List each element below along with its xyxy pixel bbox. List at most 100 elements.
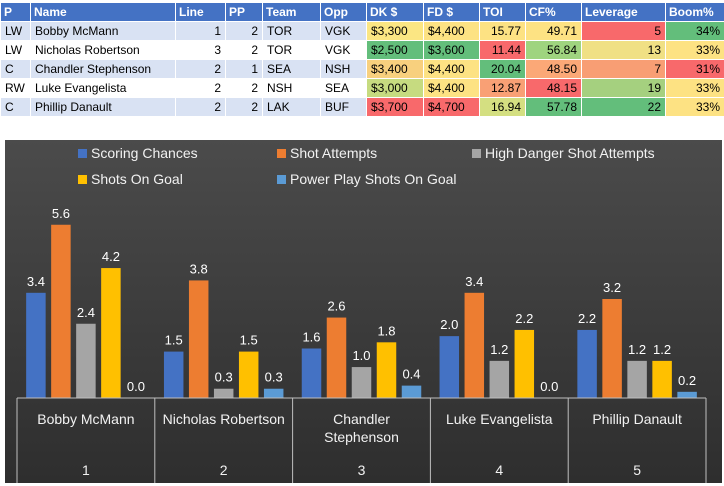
data-label: 1.0 — [352, 348, 370, 363]
cell-boom: 31% — [665, 59, 724, 79]
data-label: 3.4 — [27, 274, 45, 289]
bar — [577, 329, 597, 398]
data-label: 2.2 — [515, 311, 533, 326]
bar — [677, 391, 697, 398]
legend-label: Power Play Shots On Goal — [290, 171, 457, 187]
cell-leverage: 19 — [581, 78, 666, 98]
x-tick-label: Bobby McMann — [37, 411, 134, 427]
cell-opp: SEA — [320, 78, 367, 98]
legend-swatch — [277, 175, 286, 184]
col-header-leverage: Leverage — [581, 2, 666, 22]
table-row: LW Nicholas Robertson 3 2 TOR VGK $2,500… — [0, 40, 724, 60]
col-header-opp: Opp — [320, 2, 367, 22]
data-label: 1.2 — [628, 342, 646, 357]
cell-name: Phillip Danault — [30, 97, 176, 117]
data-label: 4.2 — [102, 249, 120, 264]
cell-cf: 49.71 — [525, 21, 582, 41]
legend-swatch — [78, 175, 87, 184]
cell-leverage: 7 — [581, 59, 666, 79]
bar — [652, 360, 672, 398]
bar — [376, 342, 397, 398]
cell-toi: 11.44 — [479, 40, 526, 60]
cell-opp: BUF — [320, 97, 367, 117]
table-row: LW Bobby McMann 1 2 TOR VGK $3,300 $4,40… — [0, 21, 724, 41]
cell-pp: 2 — [225, 40, 263, 60]
cell-name: Luke Evangelista — [30, 78, 176, 98]
data-label: 0.2 — [678, 373, 696, 388]
cell-fd: $4,400 — [423, 21, 480, 41]
cell-dk: $2,500 — [366, 40, 424, 60]
cell-pos: C — [0, 59, 31, 79]
bar — [439, 336, 460, 398]
cell-dk: $3,400 — [366, 59, 424, 79]
legend-swatch — [472, 149, 481, 158]
bar-chart-panel: Scoring Chances Shot Attempts High Danger … — [5, 140, 722, 483]
table-row: RW Luke Evangelista 2 2 NSH SEA $3,000 $… — [0, 78, 724, 98]
data-label: 1.2 — [490, 342, 508, 357]
bar — [26, 292, 46, 398]
x-tick-label: Luke Evangelista — [446, 411, 553, 427]
data-label: 3.4 — [465, 274, 483, 289]
data-label: 0.3 — [215, 370, 233, 385]
bar — [489, 360, 510, 398]
col-header-cf: CF% — [525, 2, 582, 22]
bar — [51, 224, 71, 398]
x-tick-label: Phillip Danault — [592, 411, 682, 427]
cell-leverage: 22 — [581, 97, 666, 117]
cell-pp: 2 — [225, 21, 263, 41]
data-label: 1.2 — [653, 342, 671, 357]
data-label: 0.0 — [540, 379, 558, 394]
x-group-label: 4 — [495, 462, 503, 478]
cell-cf: 48.15 — [525, 78, 582, 98]
data-label: 2.4 — [77, 305, 95, 320]
bar-chart: Scoring Chances Shot Attempts High Danger … — [16, 145, 707, 483]
cell-team: LAK — [262, 97, 321, 117]
legend-label: Shots On Goal — [91, 171, 183, 187]
col-header-dk: DK $ — [366, 2, 424, 22]
bar — [213, 388, 234, 398]
bar — [464, 292, 485, 398]
cell-cf: 57.78 — [525, 97, 582, 117]
bar — [514, 329, 535, 398]
table-header-row: P Name Line PP Team Opp DK $ FD $ TOI CF… — [0, 2, 724, 22]
legend-label: Scoring Chances — [91, 145, 198, 161]
bar — [188, 280, 209, 398]
cell-name: Nicholas Robertson — [30, 40, 176, 60]
cell-pos: RW — [0, 78, 31, 98]
bar — [101, 268, 121, 398]
data-label: 5.6 — [52, 206, 70, 221]
col-header-name: Name — [30, 2, 176, 22]
bar — [238, 351, 259, 398]
bar — [76, 323, 96, 398]
cell-leverage: 5 — [581, 21, 666, 41]
cell-dk: $3,000 — [366, 78, 424, 98]
cell-dk: $3,700 — [366, 97, 424, 117]
table-row: C Chandler Stephenson 2 1 SEA NSH $3,400… — [0, 59, 724, 79]
cell-team: SEA — [262, 59, 321, 79]
data-label: 0.4 — [402, 367, 420, 382]
cell-dk: $3,300 — [366, 21, 424, 41]
x-tick-label: Chandler — [333, 411, 390, 427]
cell-line: 2 — [175, 59, 226, 79]
legend-label: High Danger Shot Attempts — [485, 145, 655, 161]
cell-pp: 2 — [225, 97, 263, 117]
cell-line: 2 — [175, 97, 226, 117]
x-group-label: 5 — [633, 462, 641, 478]
bar — [401, 385, 422, 398]
cell-team: TOR — [262, 40, 321, 60]
x-tick-label: Nicholas Robertson — [163, 411, 285, 427]
cell-toi: 16.94 — [479, 97, 526, 117]
data-label: 1.5 — [165, 333, 183, 348]
cell-leverage: 13 — [581, 40, 666, 60]
col-header-team: Team — [262, 2, 321, 22]
data-label: 2.0 — [440, 317, 458, 332]
col-header-boom: Boom% — [665, 2, 724, 22]
legend-label: Shot Attempts — [290, 145, 377, 161]
data-label: 3.2 — [603, 280, 621, 295]
cell-opp: VGK — [320, 21, 367, 41]
player-stats-table: P Name Line PP Team Opp DK $ FD $ TOI CF… — [0, 2, 724, 117]
cell-line: 3 — [175, 40, 226, 60]
data-label: 2.6 — [327, 299, 345, 314]
data-label: 1.8 — [377, 323, 395, 338]
cell-team: NSH — [262, 78, 321, 98]
